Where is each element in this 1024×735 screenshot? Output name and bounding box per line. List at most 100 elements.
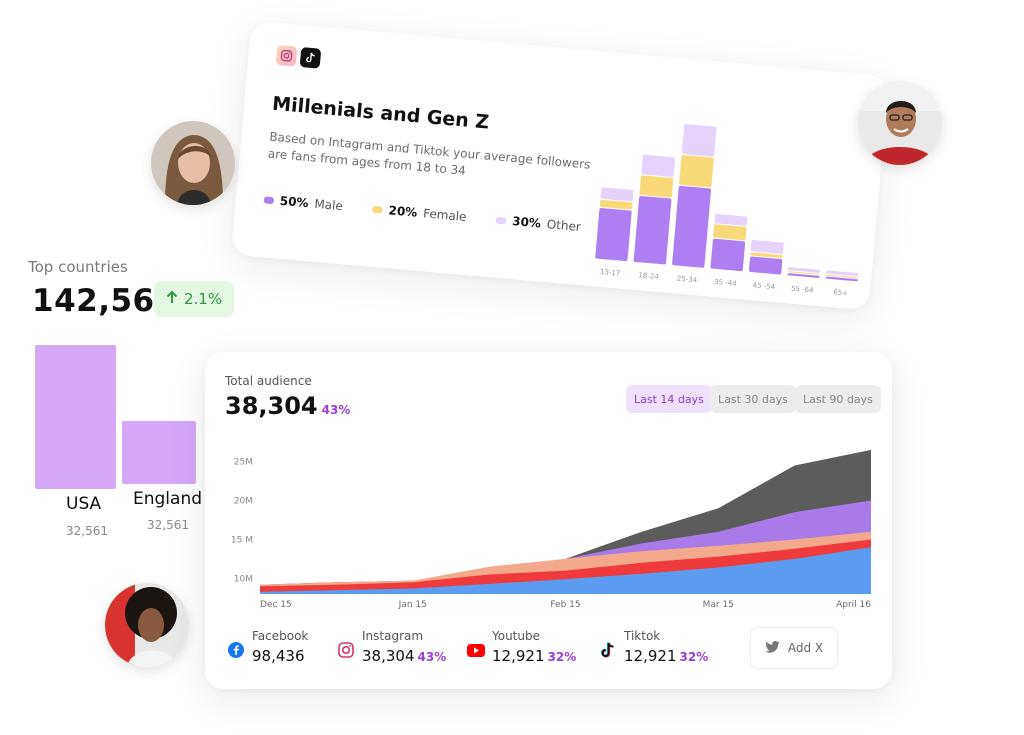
legend-swatch-other bbox=[496, 216, 507, 225]
range-90-days-button[interactable]: Last 90 days bbox=[795, 385, 881, 413]
arrow-up-icon bbox=[166, 290, 178, 308]
demographics-subtitle: Based on Intagram and Tiktok your averag… bbox=[267, 129, 591, 178]
age-bar-other bbox=[787, 267, 821, 273]
age-tick-label: 65+ bbox=[833, 288, 849, 297]
age-bar-female bbox=[713, 224, 747, 241]
legend-item-female: 20% Female bbox=[372, 202, 467, 224]
age-bar-male bbox=[825, 276, 859, 282]
avatar-woman-blonde bbox=[151, 121, 235, 205]
platform-value: 12,921 32% bbox=[624, 647, 708, 665]
age-bar-other bbox=[600, 187, 634, 202]
age-bar-male bbox=[633, 195, 672, 265]
x-tick-label: Feb 15 bbox=[550, 600, 580, 610]
x-tick-label: Jan 15 bbox=[398, 600, 427, 610]
age-tick-label: 35 -44 bbox=[714, 278, 738, 288]
youtube-icon bbox=[467, 641, 485, 659]
platform-count: 98,436 bbox=[252, 647, 305, 665]
platform-name: Youtube bbox=[492, 629, 540, 643]
age-bar-male bbox=[787, 273, 820, 278]
legend-swatch-male bbox=[263, 195, 275, 204]
total-audience-value: 38,304 bbox=[225, 392, 318, 420]
legend-swatch-female bbox=[372, 205, 383, 214]
legend-label: Male bbox=[313, 196, 344, 214]
demographics-card: Millenials and Gen Z Based on Intagram a… bbox=[230, 20, 890, 311]
age-bar-male bbox=[748, 256, 783, 275]
legend-pct: 30% bbox=[511, 214, 542, 231]
total-audience-card: Total audience 38,304 43% Last 14 days La… bbox=[205, 352, 892, 689]
age-bar-chart: 13-17 18-24 25-34 35 -44 45 -54 55 -64 65+ bbox=[595, 124, 859, 298]
age-tick-label: 45 -54 bbox=[752, 281, 776, 291]
avatar-woman-curly bbox=[105, 583, 189, 667]
platform-pct: 43% bbox=[417, 650, 447, 664]
twitter-icon bbox=[765, 640, 780, 656]
total-audience-pct: 43% bbox=[321, 403, 351, 417]
country-value-usa: 32,561 bbox=[66, 524, 108, 538]
legend-label: Other bbox=[546, 217, 582, 235]
age-bar-other bbox=[750, 240, 784, 254]
instagram-icon bbox=[275, 44, 298, 67]
age-bar-female bbox=[825, 274, 859, 279]
platform-value: 12,921 32% bbox=[492, 647, 576, 665]
legend-item-other: 30% Other bbox=[496, 213, 582, 235]
country-value-england: 32,561 bbox=[147, 518, 189, 532]
platform-name: Instagram bbox=[362, 629, 424, 643]
platform-stats: Facebook 98,436 Instagram 38,304 43% Yout… bbox=[227, 627, 877, 675]
range-30-days-button[interactable]: Last 30 days bbox=[710, 385, 796, 413]
platform-name: Tiktok bbox=[624, 629, 661, 643]
platform-pct: 32% bbox=[547, 650, 577, 664]
legend-label: Female bbox=[422, 206, 468, 225]
age-bar-female bbox=[639, 175, 674, 198]
y-tick-label: 15 M bbox=[231, 535, 253, 545]
country-bar-england bbox=[122, 421, 196, 484]
age-bar-male bbox=[595, 208, 632, 262]
total-audience-value-row: 38,304 43% bbox=[225, 392, 350, 420]
age-tick-label: 13-17 bbox=[600, 268, 621, 278]
demographics-title: Millenials and Gen Z bbox=[271, 92, 491, 134]
range-14-days-button[interactable]: Last 14 days bbox=[626, 385, 712, 413]
legend-pct: 50% bbox=[279, 193, 310, 211]
country-bar-usa bbox=[35, 345, 116, 489]
top-countries-label: Top countries bbox=[28, 258, 128, 276]
y-tick-label: 20M bbox=[234, 497, 253, 507]
legend-pct: 20% bbox=[388, 203, 418, 220]
instagram-icon bbox=[337, 641, 355, 659]
demographics-legend: 50% Male 20% Female 30% Other bbox=[263, 192, 581, 234]
x-tick-label: Mar 15 bbox=[703, 600, 734, 610]
area-series-4 bbox=[260, 547, 871, 594]
tiktok-icon bbox=[599, 641, 617, 659]
country-name-england: England bbox=[133, 489, 203, 509]
age-bar-female bbox=[679, 155, 714, 188]
country-name-usa: USA bbox=[66, 494, 102, 514]
growth-badge: 2.1% bbox=[154, 281, 235, 317]
age-bar-female bbox=[750, 252, 783, 259]
age-bar-other bbox=[641, 154, 676, 177]
platform-value: 38,304 43% bbox=[362, 647, 446, 665]
x-tick-label: April 16 bbox=[836, 600, 871, 610]
legend-item-male: 50% Male bbox=[263, 192, 343, 213]
add-x-button[interactable]: Add X bbox=[750, 627, 838, 669]
age-bar-female bbox=[787, 271, 820, 275]
age-bar-male bbox=[710, 238, 746, 272]
age-bar-other bbox=[826, 270, 859, 277]
age-tick-label: 25-34 bbox=[676, 275, 698, 285]
tiktok-icon bbox=[299, 47, 322, 69]
platform-count: 12,921 bbox=[492, 647, 545, 665]
platform-name: Facebook bbox=[252, 629, 309, 643]
age-bar-female bbox=[599, 199, 633, 210]
total-audience-label: Total audience bbox=[225, 374, 312, 388]
platform-icons bbox=[275, 44, 322, 69]
y-tick-label: 10M bbox=[234, 574, 253, 584]
age-tick-label: 18-24 bbox=[638, 271, 660, 281]
facebook-icon bbox=[227, 641, 245, 659]
audience-area-chart: 10M 15 M 20M 25M Dec 15 Jan 15 Feb 15 Mar 15 Apr… bbox=[231, 449, 871, 610]
add-x-label: Add X bbox=[787, 641, 824, 655]
top-countries-value: 142,566 bbox=[32, 283, 177, 319]
x-tick-label: Dec 15 bbox=[260, 600, 292, 610]
platform-count: 38,304 bbox=[362, 647, 415, 665]
age-bar-other bbox=[681, 124, 717, 157]
platform-value: 98,436 bbox=[252, 647, 305, 665]
platform-pct: 32% bbox=[679, 650, 709, 664]
platform-count: 12,921 bbox=[624, 647, 677, 665]
age-tick-label: 55 -64 bbox=[791, 285, 815, 295]
